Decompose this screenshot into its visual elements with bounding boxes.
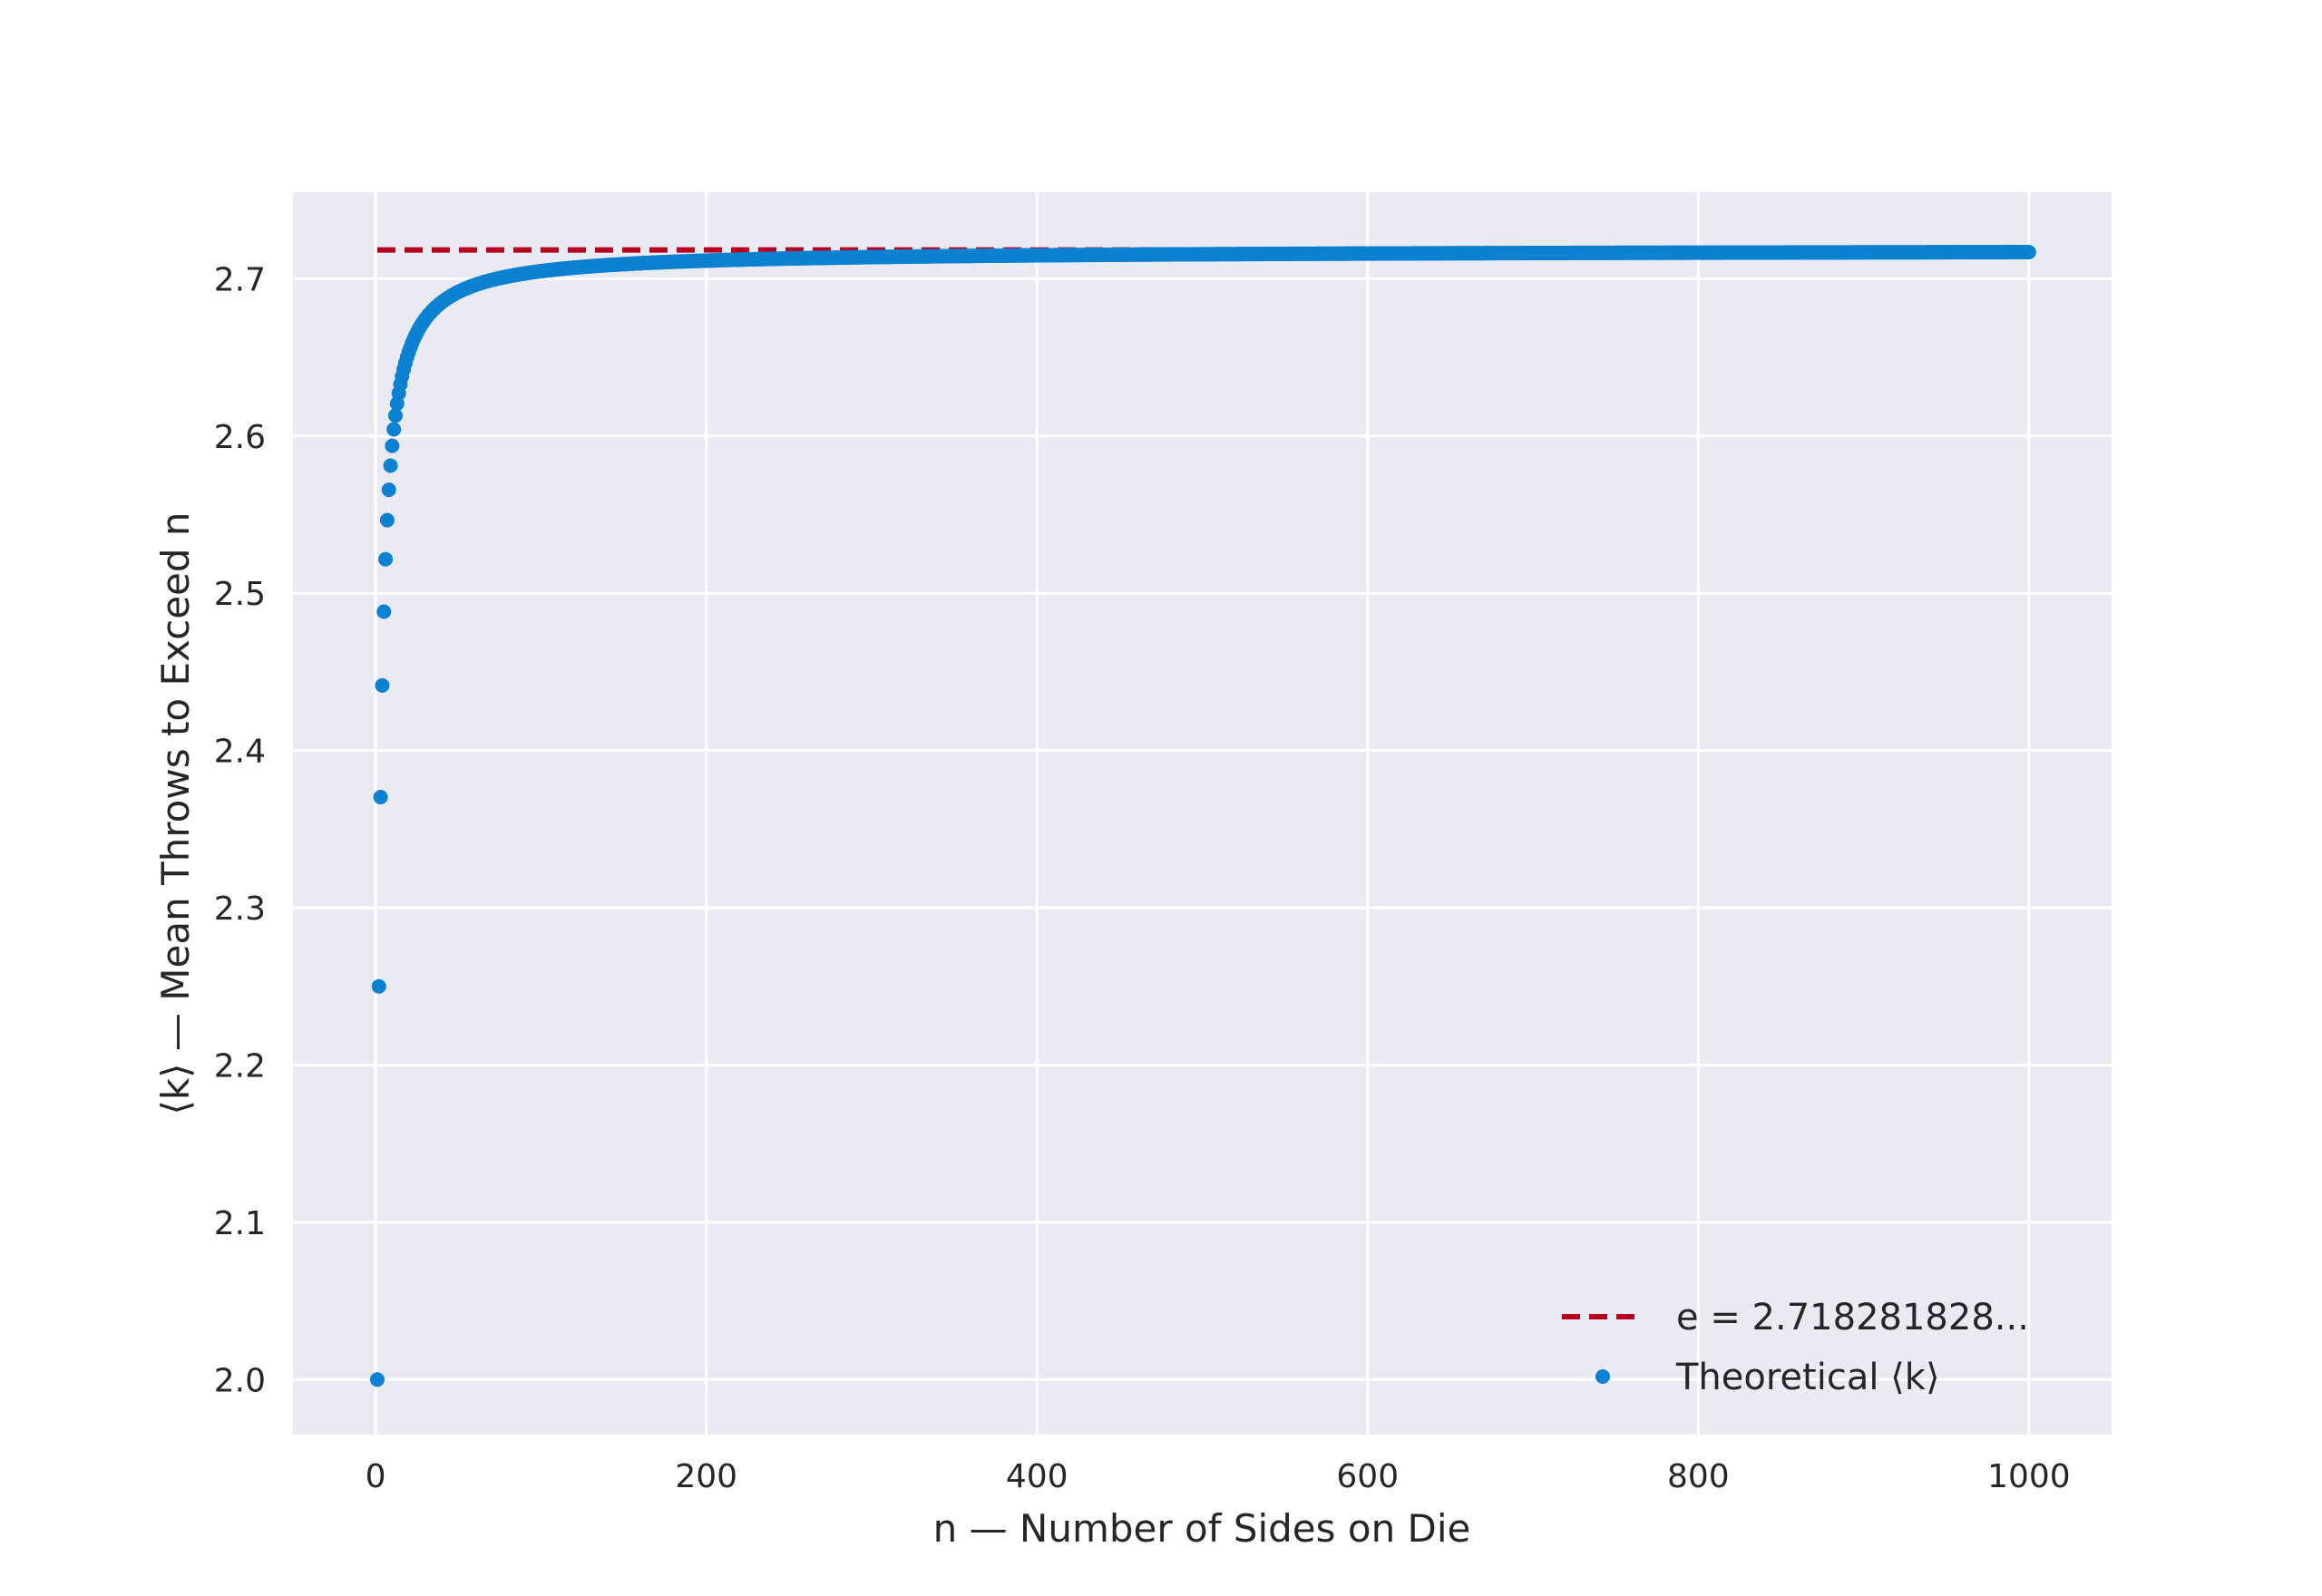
x-tick-label: 800 [1667, 1458, 1730, 1495]
y-axis-label: ⟨k⟩ — Mean Throws to Exceed n [153, 511, 198, 1114]
theoretical-point [386, 422, 402, 437]
x-tick-label: 400 [1006, 1458, 1068, 1495]
x-tick-label: 0 [366, 1458, 386, 1495]
y-tick-label: 2.7 [214, 261, 266, 298]
theoretical-point [379, 512, 395, 528]
theoretical-point [373, 790, 388, 805]
y-tick-label: 2.2 [214, 1047, 266, 1085]
grid [293, 192, 2112, 1435]
y-tick-label: 2.1 [214, 1205, 266, 1242]
theoretical-point [381, 482, 396, 498]
theoretical-point [369, 1372, 385, 1387]
legend-label-e-line: e = 2.718281828... [1676, 1297, 2029, 1338]
legend-label-theoretical: Theoretical ⟨k⟩ [1675, 1357, 1940, 1398]
x-axis-label: n — Number of Sides on Die [933, 1506, 1471, 1551]
theoretical-point [383, 458, 398, 473]
theoretical-point [385, 438, 400, 453]
y-tick-label: 2.5 [214, 576, 266, 613]
theoretical-point [2021, 245, 2036, 260]
theoretical-point [371, 978, 386, 994]
x-tick-labels: 0 200 400 600 800 1000 [366, 1458, 2071, 1495]
x-tick-label: 600 [1336, 1458, 1399, 1495]
x-tick-label: 200 [675, 1458, 737, 1495]
y-tick-labels: 2.0 2.1 2.2 2.3 2.4 2.5 2.6 2.7 [214, 261, 266, 1399]
y-tick-label: 2.0 [214, 1362, 266, 1399]
legend: e = 2.718281828... Theoretical ⟨k⟩ [1562, 1297, 2029, 1398]
y-tick-label: 2.4 [214, 734, 266, 771]
series-layer [369, 245, 2036, 1387]
theoretical-point [375, 677, 390, 693]
legend-marker-theoretical [1595, 1369, 1610, 1384]
theoretical-point [378, 551, 394, 567]
plot-background [293, 192, 2112, 1435]
y-tick-label: 2.3 [214, 890, 266, 928]
y-tick-label: 2.6 [214, 419, 266, 456]
theoretical-point [376, 604, 392, 619]
x-tick-label: 1000 [1987, 1458, 2071, 1495]
theoretical-point [388, 408, 404, 423]
